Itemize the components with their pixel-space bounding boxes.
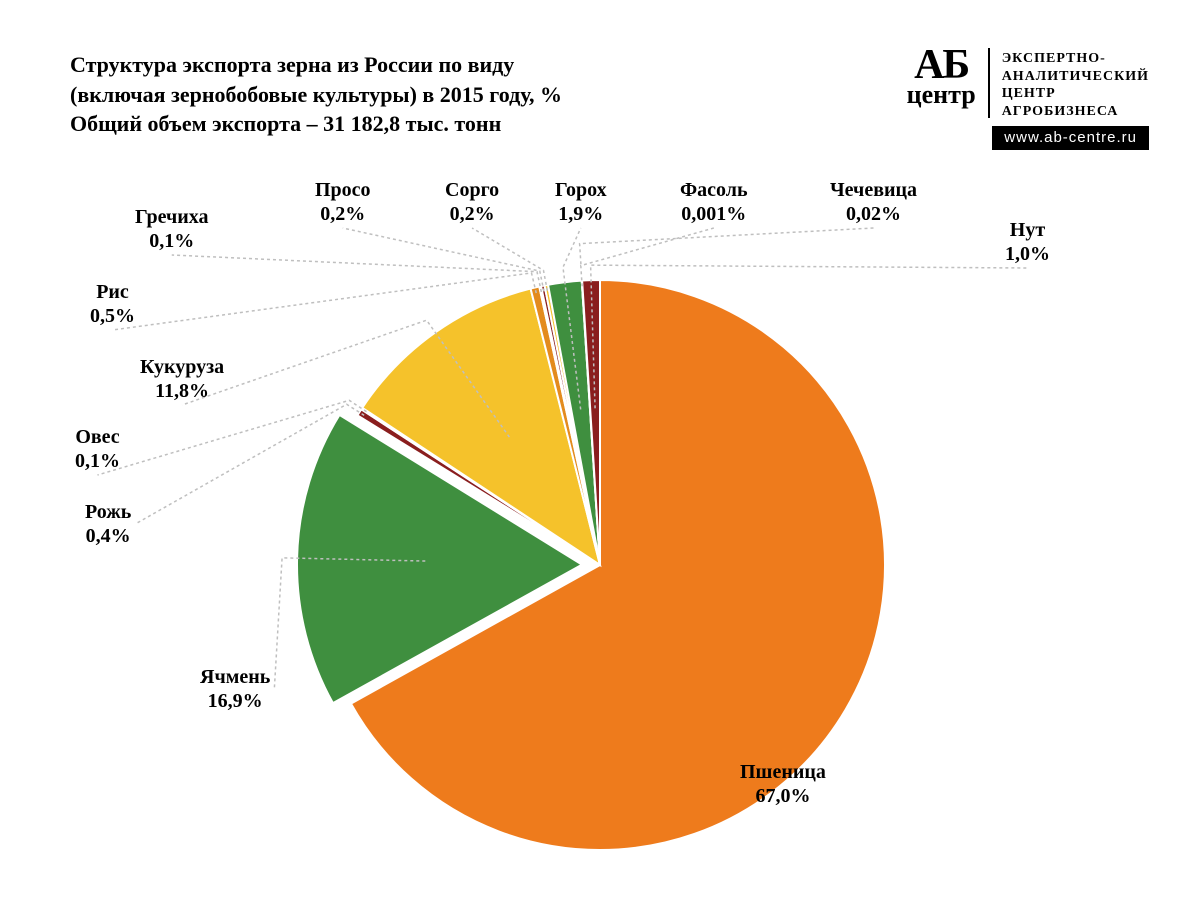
label-pct: 0,4%: [85, 524, 131, 548]
pie-chart: [0, 0, 1194, 897]
leader-Фасоль: [581, 228, 714, 286]
label-pct: 0,2%: [445, 202, 499, 226]
label-pct: 16,9%: [200, 689, 270, 713]
label-Овес: Овес0,1%: [75, 425, 120, 473]
label-Сорго: Сорго0,2%: [445, 178, 499, 226]
label-pct: 0,2%: [315, 202, 371, 226]
leader-Чечевица: [580, 228, 874, 264]
label-Кукуруза: Кукуруза11,8%: [140, 355, 224, 403]
label-name: Горох: [555, 178, 607, 202]
label-Рис: Рис0,5%: [90, 280, 135, 328]
label-name: Гречиха: [135, 205, 209, 229]
label-Фасоль: Фасоль0,001%: [680, 178, 748, 226]
label-Пшеница: Пшеница67,0%: [740, 760, 826, 808]
label-Ячмень: Ячмень16,9%: [200, 665, 270, 713]
label-Нут: Нут1,0%: [1005, 218, 1050, 266]
label-pct: 0,1%: [135, 229, 209, 253]
label-Гречиха: Гречиха0,1%: [135, 205, 209, 253]
label-name: Чечевица: [830, 178, 917, 202]
label-name: Овес: [75, 425, 120, 449]
label-pct: 0,001%: [680, 202, 748, 226]
label-pct: 1,0%: [1005, 242, 1050, 266]
label-name: Кукуруза: [140, 355, 224, 379]
label-Чечевица: Чечевица0,02%: [830, 178, 917, 226]
leader-Просо: [343, 228, 544, 291]
label-pct: 0,1%: [75, 449, 120, 473]
label-pct: 0,5%: [90, 304, 135, 328]
label-Просо: Просо0,2%: [315, 178, 371, 226]
label-name: Рожь: [85, 500, 131, 524]
label-name: Пшеница: [740, 760, 826, 784]
label-name: Фасоль: [680, 178, 748, 202]
label-name: Нут: [1005, 218, 1050, 242]
label-pct: 1,9%: [555, 202, 607, 226]
label-pct: 11,8%: [140, 379, 224, 403]
label-Рожь: Рожь0,4%: [85, 500, 131, 548]
label-pct: 67,0%: [740, 784, 826, 808]
label-name: Рис: [90, 280, 135, 304]
label-Горох: Горох1,9%: [555, 178, 607, 226]
label-name: Сорго: [445, 178, 499, 202]
label-name: Просо: [315, 178, 371, 202]
label-name: Ячмень: [200, 665, 270, 689]
label-pct: 0,02%: [830, 202, 917, 226]
leader-Гречиха: [172, 255, 542, 292]
